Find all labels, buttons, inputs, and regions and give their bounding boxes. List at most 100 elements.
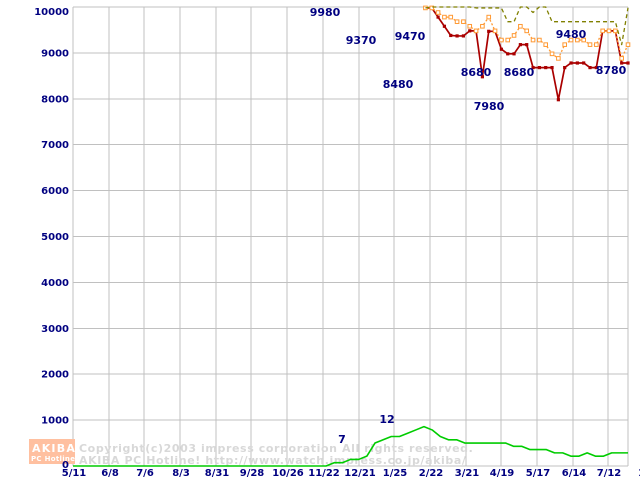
data-marker xyxy=(455,34,459,38)
y-axis-tick: 0 xyxy=(62,460,69,471)
x-axis-tick: 1/25 xyxy=(383,468,408,479)
watermark-line-2: AKIBA PC Hotline! http://www.watch.impre… xyxy=(79,454,467,467)
akiba-logo-bottom: PC Hotline! xyxy=(31,455,79,463)
data-point-label: 9480 xyxy=(556,28,587,41)
data-point-label: 9370 xyxy=(346,34,377,47)
price-top-line xyxy=(425,6,629,46)
grid-lines xyxy=(72,6,629,467)
data-marker xyxy=(454,19,460,24)
data-point-label: 8680 xyxy=(504,66,535,79)
data-marker xyxy=(436,15,440,19)
x-axis-tick: 4/19 xyxy=(490,468,515,479)
data-marker xyxy=(537,65,541,70)
akiba-logo-box xyxy=(29,439,75,464)
data-marker xyxy=(512,52,516,56)
data-marker xyxy=(429,5,435,11)
y-axis-tick: 4000 xyxy=(41,278,69,289)
data-series xyxy=(73,5,631,467)
data-marker xyxy=(442,24,447,28)
series-price-high xyxy=(423,5,631,61)
data-marker xyxy=(531,65,535,70)
data-marker xyxy=(487,29,491,33)
data-marker xyxy=(448,14,454,20)
data-marker xyxy=(556,56,561,61)
data-marker xyxy=(550,65,554,70)
y-axis-tick: 5000 xyxy=(41,232,69,243)
data-marker xyxy=(582,61,586,65)
y-axis-tick: 10000 xyxy=(34,7,69,18)
data-marker xyxy=(587,42,593,47)
data-marker xyxy=(620,61,624,65)
data-marker xyxy=(626,61,630,65)
data-marker xyxy=(594,65,598,70)
x-axis-tick: 9/28 xyxy=(240,468,265,479)
data-marker xyxy=(588,65,592,70)
data-marker xyxy=(506,52,510,56)
data-marker xyxy=(449,33,453,38)
x-axis-tick: 3/21 xyxy=(455,468,480,479)
data-marker xyxy=(619,56,624,61)
y-axis-tick: 7000 xyxy=(41,140,69,151)
data-marker xyxy=(505,37,511,43)
x-axis-tick: 12/21 xyxy=(344,468,376,479)
x-axis-tick: 11/22 xyxy=(308,468,340,479)
data-marker xyxy=(530,37,536,43)
data-marker xyxy=(575,37,580,43)
data-point-label: 8680 xyxy=(461,66,492,79)
data-point-labels: 9980 9370 9470 8480 8680 7980 8680 9480 8780 7 12 xyxy=(310,6,627,446)
data-marker xyxy=(486,14,492,20)
y-axis-tick: 6000 xyxy=(41,186,69,197)
data-marker xyxy=(518,23,523,29)
series-volume-count xyxy=(73,425,628,467)
data-point-label: 7 xyxy=(338,433,346,446)
data-marker xyxy=(480,75,484,79)
series-price-top xyxy=(425,6,629,46)
x-axis-tick: 7/6 xyxy=(136,468,154,479)
data-marker xyxy=(518,43,522,47)
data-point-label: 9470 xyxy=(395,30,426,43)
data-marker xyxy=(549,51,555,57)
data-marker xyxy=(442,14,447,20)
data-marker xyxy=(499,47,503,51)
data-marker xyxy=(467,23,473,29)
volume-line xyxy=(73,425,628,467)
data-marker xyxy=(544,65,548,70)
x-axis-tick: 6/8 xyxy=(101,468,119,479)
x-axis-tick: 6/14 xyxy=(562,468,587,479)
data-marker xyxy=(473,28,479,34)
x-axis-tick: 19 xyxy=(638,468,640,479)
y-axis-tick: 8000 xyxy=(41,94,69,105)
data-marker xyxy=(563,65,567,70)
data-marker xyxy=(594,42,599,47)
data-point-label: 7980 xyxy=(474,100,505,113)
data-marker xyxy=(543,42,549,47)
data-marker xyxy=(606,28,612,34)
x-axis-tick: 2/22 xyxy=(419,468,444,479)
data-marker xyxy=(492,28,498,34)
data-marker xyxy=(461,34,466,38)
x-axis-tick: 7/12 xyxy=(597,468,622,479)
x-axis-tick: 10/26 xyxy=(272,468,304,479)
data-marker xyxy=(435,10,441,15)
y-axis-labels: 0 1000 2000 3000 4000 5000 6000 7000 8000 9000 100… xyxy=(34,7,69,471)
data-marker xyxy=(556,98,560,102)
data-point-label: 12 xyxy=(379,413,394,426)
data-marker xyxy=(581,37,586,43)
akiba-logo-top: AKIBA xyxy=(32,442,76,455)
data-marker xyxy=(537,37,542,43)
data-marker xyxy=(569,61,573,65)
x-axis-tick: 8/3 xyxy=(172,468,190,479)
data-marker xyxy=(562,42,567,47)
y-axis-tick: 9000 xyxy=(41,48,69,59)
data-marker xyxy=(600,28,605,34)
data-point-label: 8780 xyxy=(596,64,627,77)
watermark: AKIBA PC Hotline! Copyright(c)2003 impre… xyxy=(29,439,473,467)
y-axis-tick: 1000 xyxy=(41,416,69,427)
x-axis-tick: 8/31 xyxy=(205,468,230,479)
data-marker xyxy=(480,23,485,29)
data-marker xyxy=(499,37,504,43)
data-marker xyxy=(511,33,517,38)
